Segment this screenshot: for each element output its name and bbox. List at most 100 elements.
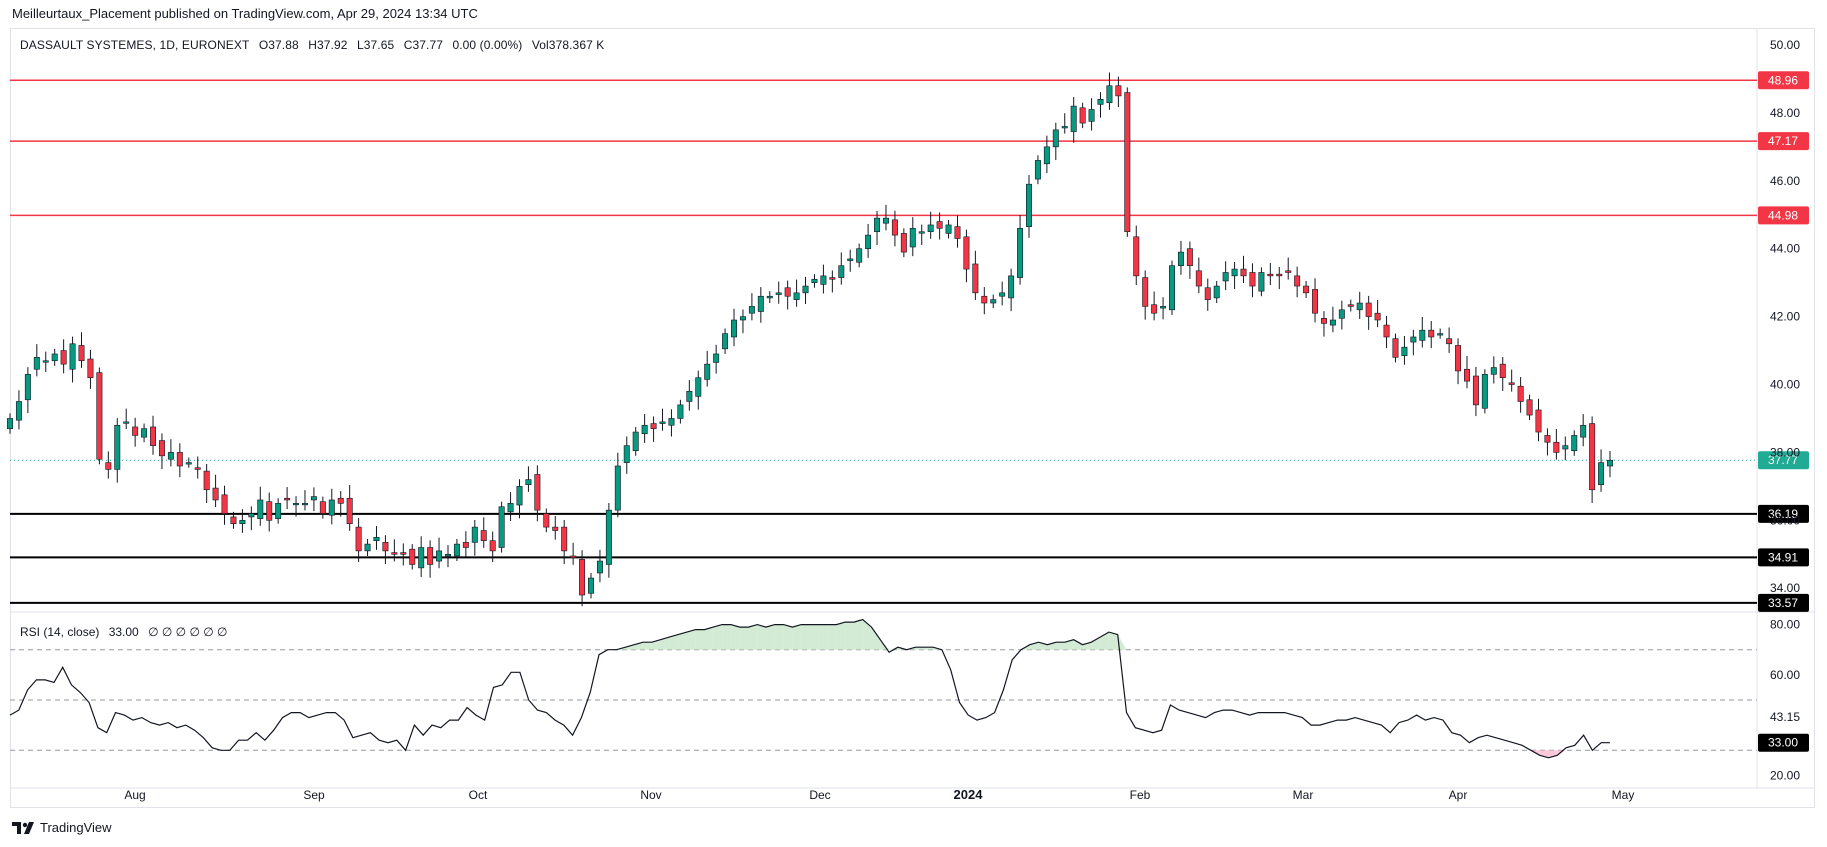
price-tick-label: 48.00 — [1770, 106, 1800, 120]
time-tick-label: May — [1612, 788, 1635, 802]
candle-body — [248, 513, 255, 518]
candle-body — [78, 345, 85, 362]
rsi-overbought-fill — [774, 624, 784, 650]
rsi-overbought-fill — [1073, 639, 1083, 650]
rsi-overbought-fill — [1091, 637, 1101, 650]
time-tick-label: Feb — [1130, 788, 1151, 802]
candle-body — [1213, 285, 1220, 299]
price-tick-label: 46.00 — [1770, 174, 1800, 188]
candle-body — [1276, 273, 1283, 277]
rsi-overbought-fill — [642, 642, 652, 650]
candle-body — [1052, 129, 1059, 148]
candle-body — [704, 363, 711, 380]
candle-body — [1481, 374, 1488, 409]
rsi-overbought-fill — [660, 637, 670, 650]
rsi-current-tag — [1758, 733, 1809, 752]
candle-body — [1455, 345, 1462, 372]
candle-body — [409, 548, 416, 565]
candle-body — [900, 233, 907, 253]
candle-body — [1580, 424, 1587, 438]
candle-body — [69, 343, 76, 370]
rsi-tick-label: 43.15 — [1770, 710, 1800, 724]
candle-body — [158, 440, 165, 457]
candle-body — [355, 526, 362, 552]
candle-body — [1079, 107, 1086, 124]
price-tick-label: 38.00 — [1770, 445, 1800, 459]
candle-body — [150, 426, 156, 446]
candle-body — [632, 431, 639, 452]
candle-body — [507, 503, 514, 513]
candle-body — [364, 543, 371, 552]
rsi-panel: 33.00 — [9, 618, 1809, 759]
candle-body — [918, 231, 925, 234]
candle-body — [856, 248, 863, 263]
candle-body — [972, 263, 979, 294]
rsi-overbought-fill — [924, 647, 934, 650]
candle-body — [784, 287, 791, 297]
candle-body — [498, 506, 505, 548]
rsi-overbought-fill — [1029, 642, 1039, 650]
candle-body — [1008, 275, 1015, 299]
candle-body — [820, 275, 827, 285]
candle-body — [87, 358, 94, 379]
candle-body — [614, 465, 621, 511]
axes: 50.00 48.00 46.00 44.00 42.00 40.00 38.00 36.00… — [124, 38, 1800, 802]
candle-body — [239, 520, 246, 525]
rsi-overbought-fill — [783, 624, 793, 650]
candle-body — [1061, 126, 1068, 129]
candle-body — [757, 295, 764, 312]
candle-body — [1142, 277, 1149, 307]
candle-body — [1151, 304, 1158, 314]
candle-body — [713, 353, 720, 363]
resistance-level-label: 47.17 — [1768, 134, 1798, 148]
low-value: L37.65 — [356, 38, 395, 52]
candle-body — [990, 299, 997, 304]
candle-body — [1607, 459, 1613, 467]
candle-body — [570, 555, 577, 558]
candle-body — [686, 391, 693, 402]
candle-body — [1553, 441, 1560, 453]
candle-body — [981, 295, 988, 304]
candle-body — [373, 537, 380, 541]
candle-body — [1419, 329, 1426, 341]
candlesticks — [7, 72, 1613, 607]
candle-body — [176, 452, 183, 467]
candle-body — [1160, 306, 1167, 309]
candle-body — [471, 526, 478, 543]
tradingview-brand[interactable]: TradingView — [12, 820, 112, 835]
time-tick-label: Oct — [469, 788, 488, 802]
candle-body — [257, 499, 264, 519]
candle-body — [1428, 329, 1435, 338]
rsi-overbought-fill — [686, 629, 696, 650]
candle-body — [1177, 251, 1184, 266]
candle-body — [319, 501, 326, 514]
candle-body — [891, 219, 898, 236]
rsi-overbought-fill — [766, 624, 775, 650]
candle-body — [1115, 85, 1122, 97]
candle-body — [489, 540, 496, 552]
candle-body — [1490, 367, 1497, 375]
candle-body — [999, 292, 1006, 297]
candle-body — [1320, 318, 1327, 324]
price-tick-label: 42.00 — [1770, 310, 1800, 324]
candle-body — [1124, 92, 1131, 233]
candle-body — [1446, 338, 1453, 345]
candle-body — [1508, 382, 1515, 385]
grid — [10, 28, 1815, 789]
candle-body — [677, 404, 684, 419]
rsi-oversold-fill — [1548, 750, 1558, 758]
candle-body — [623, 445, 630, 463]
candle-body — [221, 494, 228, 514]
candle-body — [1571, 435, 1578, 452]
support-level-label: 34.91 — [1768, 550, 1798, 564]
candle-body — [141, 428, 148, 438]
close-value: C37.77 — [403, 38, 444, 52]
candle-body — [42, 360, 49, 363]
candle-body — [909, 228, 916, 248]
brand-name: TradingView — [40, 820, 112, 835]
candle-body — [1195, 270, 1202, 287]
candle-body — [793, 292, 800, 300]
candle-body — [525, 479, 532, 485]
candle-body — [15, 401, 22, 421]
